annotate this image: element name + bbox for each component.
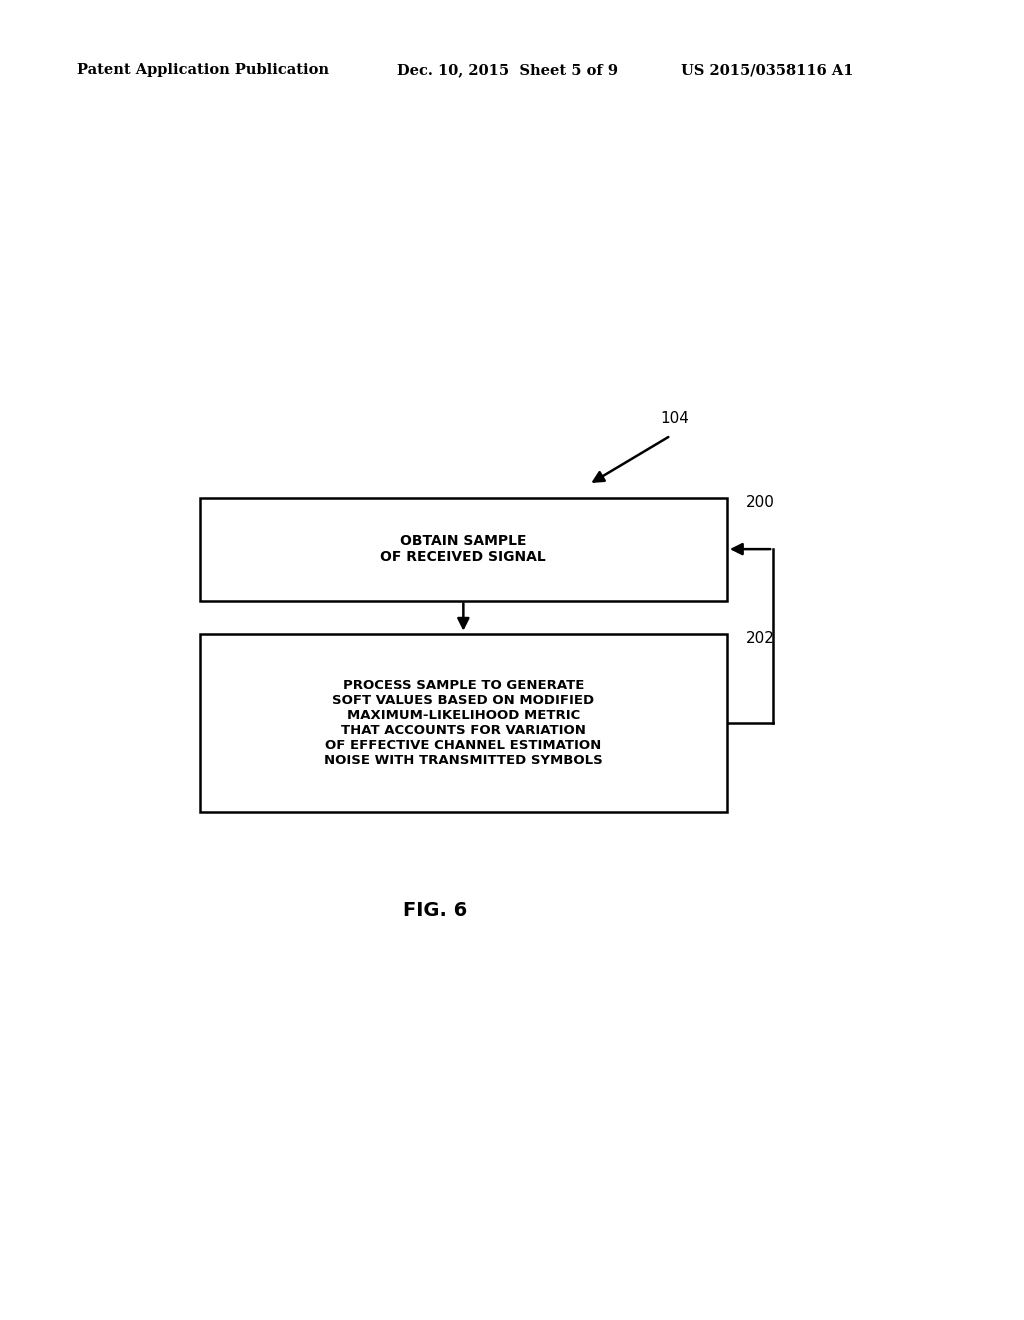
- Text: PROCESS SAMPLE TO GENERATE
SOFT VALUES BASED ON MODIFIED
MAXIMUM-LIKELIHOOD METR: PROCESS SAMPLE TO GENERATE SOFT VALUES B…: [324, 678, 603, 767]
- Text: 104: 104: [660, 412, 689, 426]
- Text: 200: 200: [745, 495, 774, 510]
- Text: FIG. 6: FIG. 6: [403, 902, 467, 920]
- Text: OBTAIN SAMPLE
OF RECEIVED SIGNAL: OBTAIN SAMPLE OF RECEIVED SIGNAL: [381, 535, 546, 564]
- Text: Dec. 10, 2015  Sheet 5 of 9: Dec. 10, 2015 Sheet 5 of 9: [397, 63, 618, 78]
- Text: US 2015/0358116 A1: US 2015/0358116 A1: [681, 63, 853, 78]
- Text: Patent Application Publication: Patent Application Publication: [77, 63, 329, 78]
- Bar: [200, 498, 727, 601]
- Bar: [200, 634, 727, 812]
- Text: 202: 202: [745, 631, 774, 645]
